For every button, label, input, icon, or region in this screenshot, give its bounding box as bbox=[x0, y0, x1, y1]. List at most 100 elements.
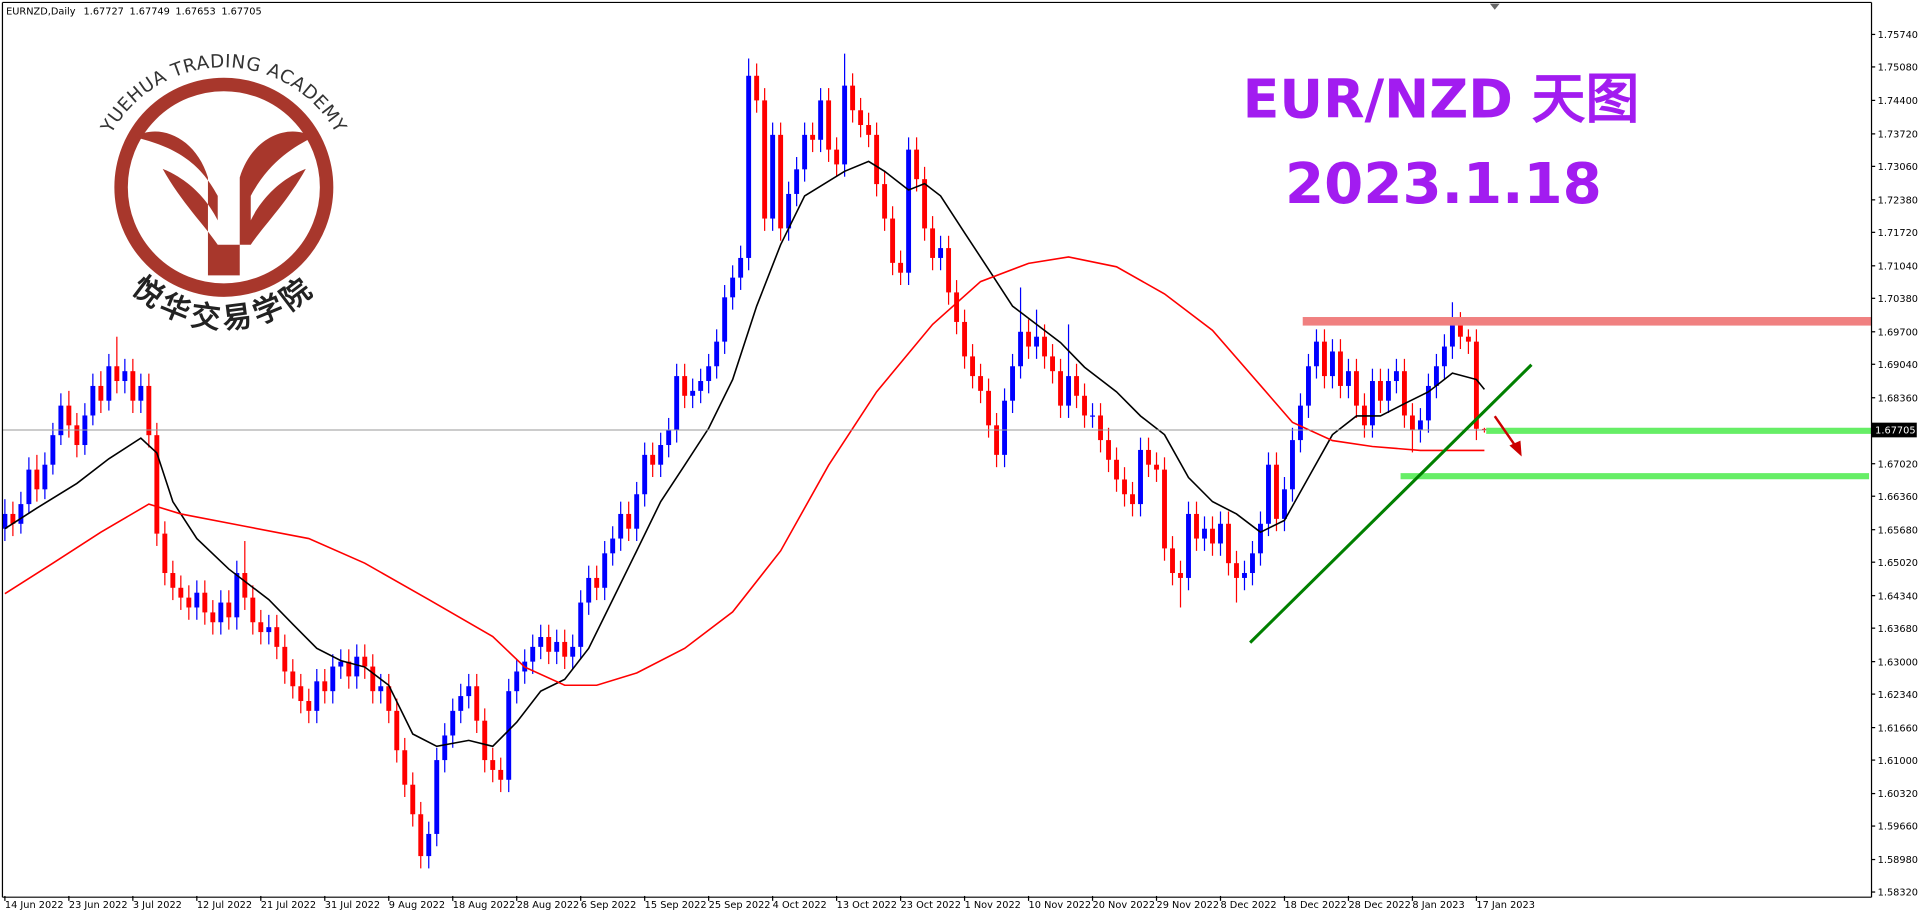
candle-body bbox=[450, 710, 456, 736]
candle-body bbox=[1138, 449, 1143, 505]
y-tick-label: 1.71720 bbox=[1878, 228, 1918, 239]
x-tick-label: 23 Jun 2022 bbox=[69, 900, 128, 911]
x-tick-label: 18 Aug 2022 bbox=[453, 900, 516, 911]
axes: 1.75740 1.75080 1.74400 1.73720 1.73060 1.723… bbox=[4, 30, 1918, 911]
candle-body bbox=[186, 597, 192, 608]
candle-body bbox=[202, 592, 208, 613]
candle-body bbox=[1026, 331, 1032, 347]
candle-body bbox=[730, 277, 736, 298]
candle-body bbox=[98, 385, 104, 401]
candle-body bbox=[1130, 494, 1135, 505]
chart-subtitle: 2023.1.18 bbox=[1285, 152, 1602, 217]
candle-body bbox=[1226, 523, 1231, 564]
candle-body bbox=[242, 573, 248, 598]
x-tick-label: 20 Nov 2022 bbox=[1093, 900, 1156, 911]
candle-body bbox=[210, 612, 216, 623]
x-tick-label: 15 Sep 2022 bbox=[645, 900, 707, 911]
candle-body bbox=[554, 641, 560, 652]
arrow bbox=[1493, 415, 1518, 449]
candle-body bbox=[362, 656, 368, 667]
candle-body bbox=[402, 750, 408, 785]
candle-body bbox=[1417, 420, 1423, 431]
candle-body bbox=[290, 671, 296, 687]
candle-body bbox=[722, 297, 728, 342]
candle-body bbox=[826, 100, 832, 150]
candle-body bbox=[1098, 415, 1103, 441]
y-tick-label: 1.64340 bbox=[1878, 591, 1918, 602]
candle-body bbox=[610, 538, 616, 554]
candle-body bbox=[818, 100, 824, 140]
x-tick-label: 25 Sep 2022 bbox=[709, 900, 771, 911]
candle-body bbox=[930, 228, 936, 258]
y-tick-label: 1.72380 bbox=[1878, 196, 1918, 207]
candle-body bbox=[530, 646, 536, 662]
candle-body bbox=[658, 445, 664, 465]
candle-body bbox=[314, 681, 320, 711]
header-low: 1.67653 bbox=[175, 7, 215, 18]
candle-body bbox=[802, 134, 808, 170]
candle-body bbox=[10, 513, 16, 524]
candle-body bbox=[1330, 351, 1335, 377]
y-tick-label: 1.68360 bbox=[1878, 393, 1918, 404]
logo: YUEHUA TRADING ACADEMY 悦华交易学院 bbox=[97, 51, 350, 336]
moving-average bbox=[4, 160, 1486, 748]
header: EURNZD,Daily 1.67727 1.67749 1.67653 1.6… bbox=[6, 7, 262, 18]
candle-body bbox=[258, 622, 264, 633]
candle-body bbox=[354, 656, 360, 677]
x-tick-label: 6 Sep 2022 bbox=[581, 900, 637, 911]
candle-body bbox=[866, 125, 872, 135]
candle-body bbox=[1282, 489, 1287, 519]
candle-body bbox=[1066, 376, 1071, 406]
candle-body bbox=[1338, 351, 1343, 386]
x-tick-label: 17 Jan 2023 bbox=[1476, 900, 1535, 911]
candle-body bbox=[570, 646, 576, 657]
candle-body bbox=[298, 686, 304, 702]
candle-body bbox=[890, 218, 896, 263]
y-tick-label: 1.63680 bbox=[1878, 624, 1918, 635]
candle-body bbox=[1034, 336, 1040, 347]
candle-body bbox=[674, 376, 680, 431]
candle-body bbox=[906, 149, 912, 273]
y-tick-label: 1.69040 bbox=[1878, 360, 1918, 371]
candle-body bbox=[338, 661, 344, 667]
candle-body bbox=[1449, 324, 1455, 347]
x-tick-label: 31 Jul 2022 bbox=[325, 900, 380, 911]
x-tick-label: 9 Aug 2022 bbox=[389, 900, 445, 911]
candle-body bbox=[458, 696, 464, 711]
candle-body bbox=[562, 641, 568, 657]
plot-area bbox=[2, 53, 1872, 869]
x-tick-label: 28 Aug 2022 bbox=[517, 900, 580, 911]
candle-body bbox=[922, 179, 928, 229]
y-tick-label: 1.70380 bbox=[1878, 294, 1918, 305]
candle-body bbox=[698, 381, 704, 391]
y-tick-label: 1.73060 bbox=[1878, 162, 1918, 173]
resistance-band bbox=[1302, 317, 1872, 326]
candle-body bbox=[146, 385, 152, 436]
candle-body bbox=[282, 646, 288, 672]
candle-body bbox=[578, 602, 584, 647]
candle-body bbox=[506, 691, 512, 780]
candle-body bbox=[26, 469, 32, 505]
candle-body bbox=[1441, 346, 1447, 367]
candle-body bbox=[1058, 371, 1063, 406]
candle-body bbox=[1258, 523, 1263, 554]
candle-body bbox=[642, 454, 648, 495]
shift-marker bbox=[1489, 3, 1500, 10]
candle-body bbox=[634, 494, 640, 529]
candle-body bbox=[1346, 371, 1351, 386]
candle-body bbox=[770, 134, 776, 219]
x-tick-label: 28 Dec 2022 bbox=[1348, 900, 1410, 911]
candle-body bbox=[42, 464, 48, 490]
y-tick-label: 1.74400 bbox=[1878, 96, 1918, 107]
candle-body bbox=[1377, 381, 1383, 401]
candle-body bbox=[114, 366, 120, 382]
candle-body bbox=[90, 385, 96, 416]
candle-body bbox=[1178, 573, 1183, 578]
y-tick-label: 1.66360 bbox=[1878, 492, 1918, 503]
candle-body bbox=[618, 513, 624, 539]
candle-body bbox=[218, 602, 224, 623]
x-tick-label: 8 Dec 2022 bbox=[1220, 900, 1276, 911]
candle-body bbox=[1425, 385, 1431, 421]
candle-body bbox=[994, 425, 1000, 455]
candle-body bbox=[538, 637, 544, 647]
